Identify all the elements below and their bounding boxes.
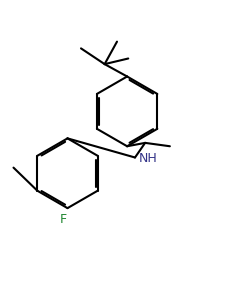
Text: NH: NH [138, 152, 157, 165]
Text: F: F [59, 213, 67, 226]
